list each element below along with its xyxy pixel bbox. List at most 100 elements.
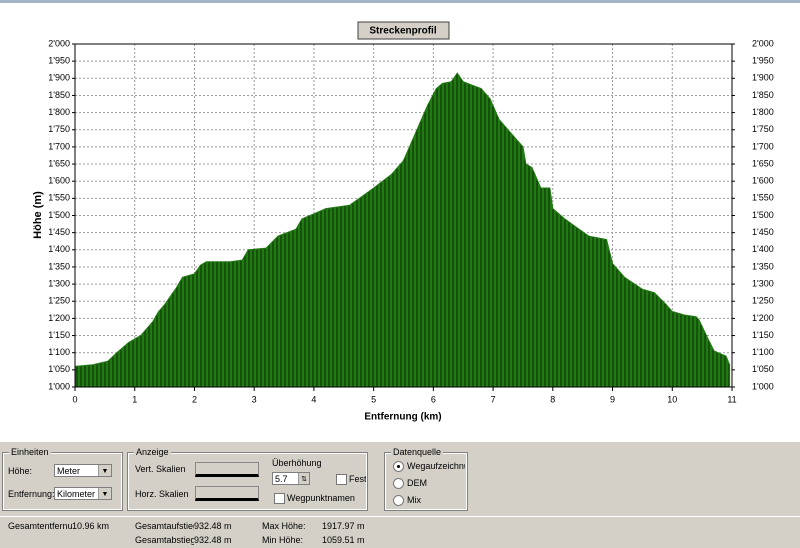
group-datenquelle: Datenquelle Wegaufzeichnu DEM Mix xyxy=(384,447,468,511)
y-tick-label: 1'550 xyxy=(48,193,70,203)
status-label: Gesamtentfernur xyxy=(8,521,72,531)
x-tick-label: 4 xyxy=(311,394,316,404)
select[interactable]: Kilometer ▼ xyxy=(54,487,112,500)
select-arrow[interactable]: ▼ xyxy=(98,488,111,499)
y2-tick-label: 1'850 xyxy=(752,90,774,100)
y2-tick-label: 1'300 xyxy=(752,278,774,288)
select-value: Meter xyxy=(57,466,81,476)
label: Wegpunktnamen xyxy=(287,493,355,503)
y2-tick-label: 1'950 xyxy=(752,56,774,66)
y2-tick-label: 1'600 xyxy=(752,176,774,186)
group-title: Einheiten xyxy=(9,447,51,457)
label: Festst xyxy=(349,474,366,484)
status-label: Max Höhe: xyxy=(262,521,306,531)
label: Horz. Skalien xyxy=(135,489,189,499)
radio[interactable] xyxy=(393,495,404,506)
status-value: 10.96 km xyxy=(72,521,110,531)
y-tick-label: 1'350 xyxy=(48,261,70,271)
y-tick-label: 1'250 xyxy=(48,296,70,306)
input-value: 5.7 xyxy=(275,474,288,484)
slider[interactable] xyxy=(195,486,259,501)
checkbox[interactable] xyxy=(336,474,347,485)
plot-border xyxy=(74,43,733,388)
status-value: 1917.97 m xyxy=(322,521,365,531)
plot: 1'000 1'000 1'050 1'050 1'100 1'100 1'150 1'150… xyxy=(48,38,774,404)
x-tick-label: 3 xyxy=(252,394,257,404)
status-value: 932.48 m xyxy=(194,535,232,545)
y2-tick-label: 1'150 xyxy=(752,330,774,340)
select-value: Kilometer xyxy=(57,489,96,499)
x-tick-label: 0 xyxy=(72,394,77,404)
y2-tick-label: 1'750 xyxy=(752,124,774,134)
y2-tick-label: 1'650 xyxy=(752,158,774,168)
y2-tick-label: 1'400 xyxy=(752,244,774,254)
window-edge xyxy=(0,0,800,3)
y2-tick-label: 2'000 xyxy=(752,38,774,48)
separator xyxy=(0,516,800,517)
select[interactable]: Meter ▼ xyxy=(54,464,112,477)
y-tick-label: 1'800 xyxy=(48,107,70,117)
radio[interactable] xyxy=(393,461,404,472)
radio[interactable] xyxy=(393,478,404,489)
y2-tick-label: 1'050 xyxy=(752,364,774,374)
x-tick-label: 11 xyxy=(727,394,736,404)
status-label: Min Höhe: xyxy=(262,535,304,545)
y-tick-label: 1'950 xyxy=(48,56,70,66)
y-axis-label: Höhe (m) xyxy=(32,191,44,239)
y2-tick-label: 1'500 xyxy=(752,210,774,220)
checkbox[interactable] xyxy=(274,493,285,504)
title-box xyxy=(357,21,450,40)
y-tick-label: 1'200 xyxy=(48,313,70,323)
y2-tick-label: 1'900 xyxy=(752,73,774,83)
spin-button[interactable]: ⇅ xyxy=(298,473,309,484)
y-tick-label: 1'900 xyxy=(48,73,70,83)
x-tick-label: 6 xyxy=(431,394,436,404)
x-tick-label: 10 xyxy=(667,394,677,404)
x-tick-label: 2 xyxy=(192,394,197,404)
x-tick-label: 8 xyxy=(550,394,555,404)
y-tick-label: 1'300 xyxy=(48,278,70,288)
radio-label: Wegaufzeichnu xyxy=(407,461,465,471)
y2-tick-label: 1'100 xyxy=(752,347,774,357)
area xyxy=(74,72,731,388)
radio-label: Mix xyxy=(407,495,421,505)
x-tick-label: 5 xyxy=(371,394,376,404)
y2-tick-label: 1'450 xyxy=(752,227,774,237)
y-tick-label: 1'100 xyxy=(48,347,70,357)
y2-tick-label: 1'700 xyxy=(752,141,774,151)
chart: Streckenprofil Höhe (m) Entfernung (km) … xyxy=(0,0,800,442)
y-tick-label: 1'400 xyxy=(48,244,70,254)
y-tick-label: 1'700 xyxy=(48,141,70,151)
y-tick-label: 1'150 xyxy=(48,330,70,340)
radio-label: DEM xyxy=(407,478,427,488)
spin-input[interactable]: 5.7 ⇅ xyxy=(272,472,310,485)
chart-title: Streckenprofil xyxy=(369,26,436,37)
y-tick-label: 1'050 xyxy=(48,364,70,374)
label: Entfernung: xyxy=(8,489,55,499)
group-title: Anzeige xyxy=(134,447,171,457)
label: Vert. Skalien xyxy=(135,464,186,474)
group-einheiten: Einheiten Höhe: Meter ▼ Entfernung: Kilom… xyxy=(2,447,123,511)
slider[interactable] xyxy=(195,462,259,477)
label: Höhe: xyxy=(8,466,33,476)
y-tick-label: 2'000 xyxy=(48,38,70,48)
x-tick-label: 1 xyxy=(132,394,137,404)
status-label: Gesamtabstieg xyxy=(135,535,194,545)
y2-tick-label: 1'250 xyxy=(752,296,774,306)
y2-tick-label: 1'550 xyxy=(752,193,774,203)
select-arrow[interactable]: ▼ xyxy=(98,465,111,476)
y-tick-label: 1'650 xyxy=(48,158,70,168)
y-tick-label: 1'450 xyxy=(48,227,70,237)
y-tick-label: 1'500 xyxy=(48,210,70,220)
y2-tick-label: 1'000 xyxy=(752,381,774,391)
y-tick-label: 1'750 xyxy=(48,124,70,134)
status-value: 932.48 m xyxy=(194,521,232,531)
y2-tick-label: 1'800 xyxy=(752,107,774,117)
status-value: 1059.51 m xyxy=(322,535,365,545)
x-axis-label: Entfernung (km) xyxy=(364,412,441,423)
group-anzeige: Anzeige Vert. Skalien Horz. Skalien Über… xyxy=(127,447,368,511)
x-tick-label: 9 xyxy=(610,394,615,404)
group-title: Datenquelle xyxy=(391,447,444,457)
y2-tick-label: 1'200 xyxy=(752,313,774,323)
